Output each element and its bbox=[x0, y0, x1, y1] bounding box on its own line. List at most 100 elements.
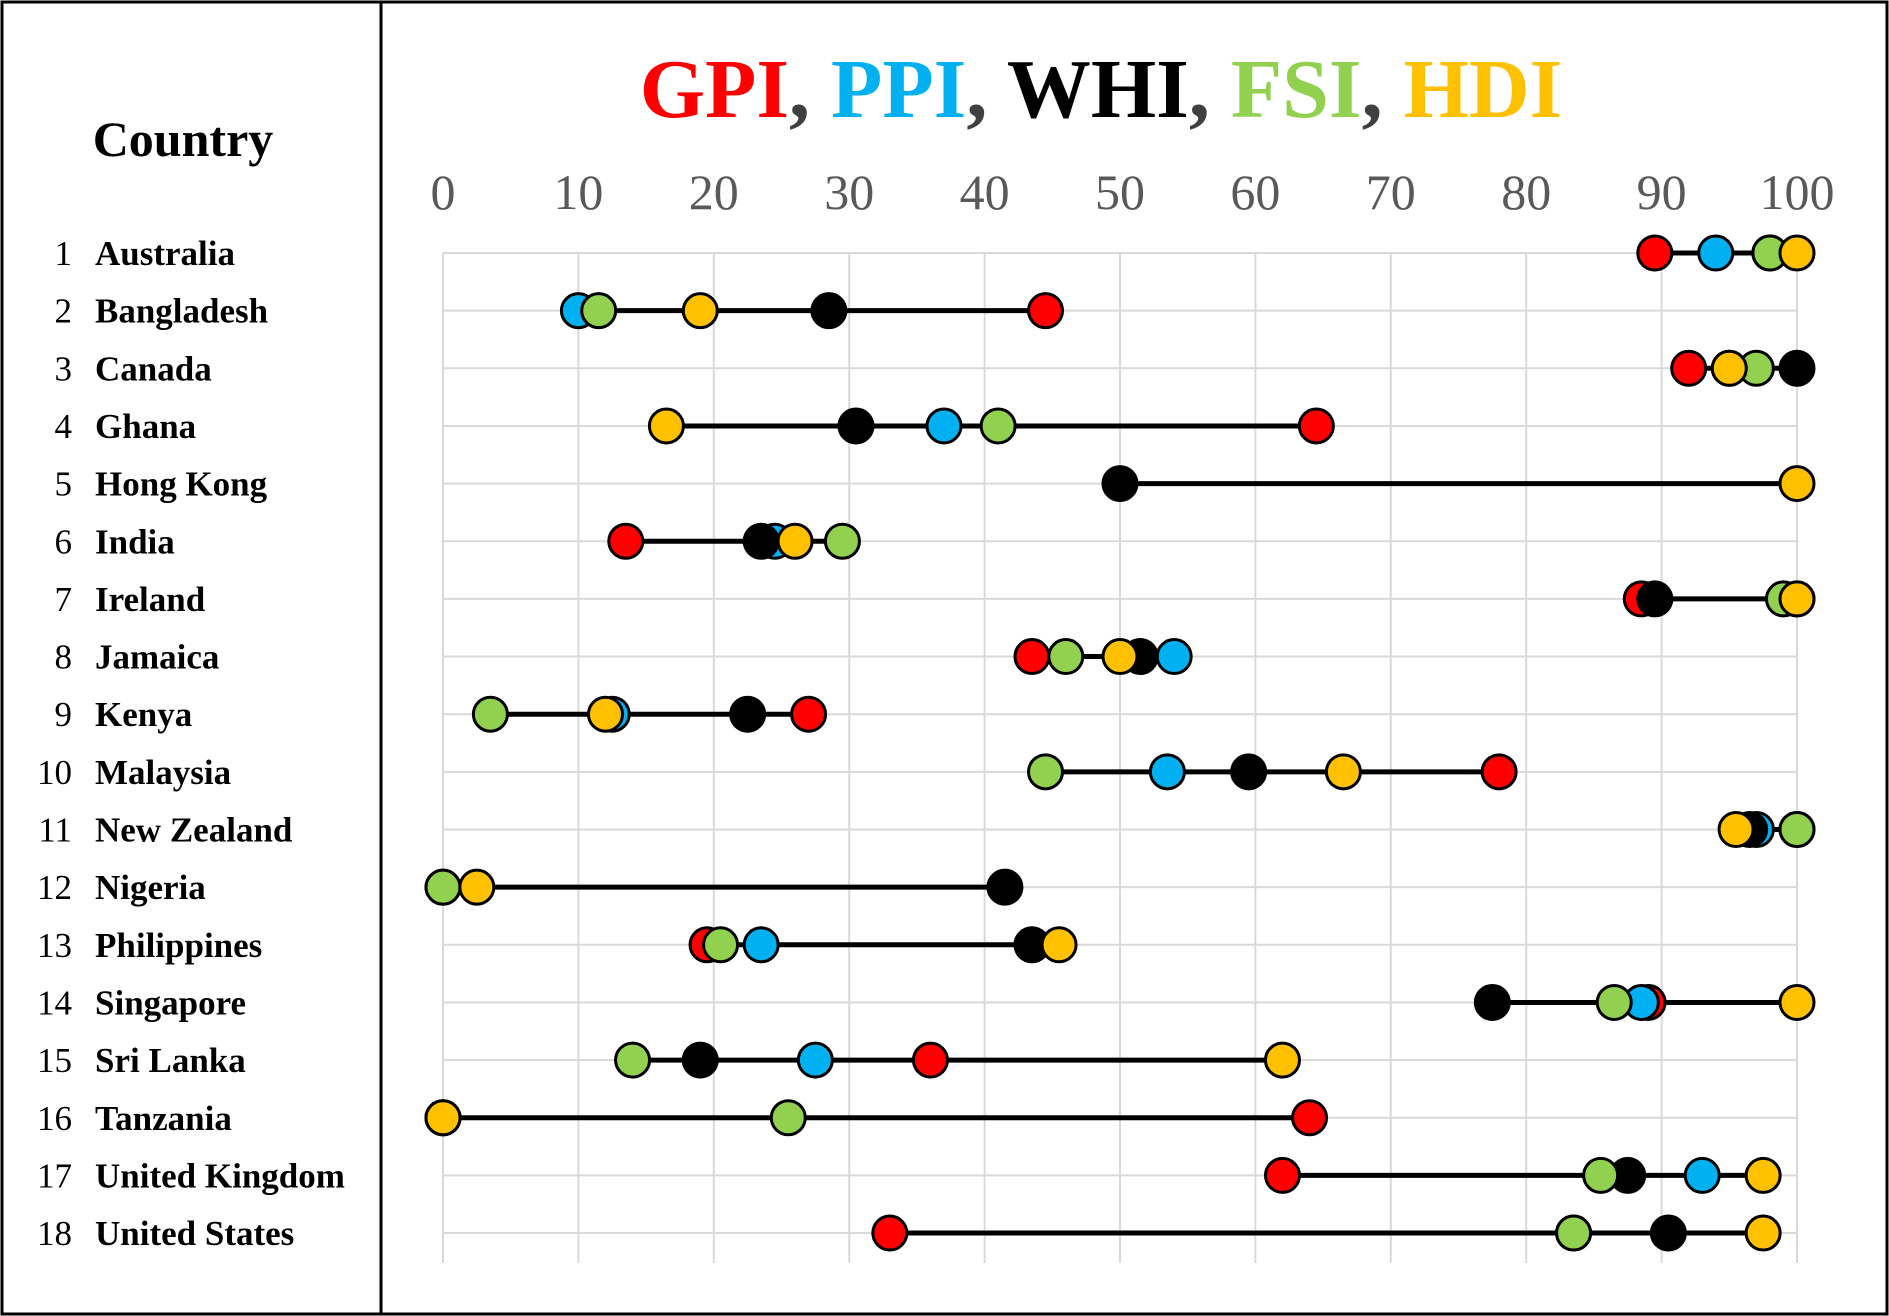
country-label: New Zealand bbox=[95, 811, 293, 850]
point-ppi bbox=[1155, 638, 1193, 676]
row-rank: 1 bbox=[55, 234, 73, 273]
point-gpi bbox=[1291, 1099, 1329, 1137]
country-label: Sri Lanka bbox=[95, 1041, 246, 1080]
point-hdi bbox=[1717, 811, 1755, 848]
title-part: GPI bbox=[640, 43, 789, 136]
x-tick-label: 0 bbox=[431, 164, 456, 220]
country-label: Singapore bbox=[95, 983, 246, 1022]
row-rank: 18 bbox=[37, 1214, 72, 1253]
point-whi bbox=[1473, 983, 1511, 1021]
x-tick-labels: 0 10 20 30 40 50 60 70 80 90 100 bbox=[431, 164, 1835, 220]
point-ppi bbox=[1148, 753, 1186, 791]
point-gpi bbox=[1670, 349, 1708, 387]
x-tick-label: 10 bbox=[553, 164, 603, 220]
country-label: Nigeria bbox=[95, 868, 206, 907]
data-marks bbox=[424, 234, 1816, 1252]
point-ppi bbox=[925, 407, 963, 445]
point-fsi bbox=[471, 695, 509, 733]
row-rank: 16 bbox=[37, 1099, 72, 1138]
point-hdi bbox=[1778, 234, 1816, 272]
point-hdi bbox=[681, 292, 719, 330]
title-part: , bbox=[1189, 43, 1231, 136]
point-fsi bbox=[424, 868, 462, 906]
row-rank: 9 bbox=[55, 695, 73, 734]
country-labels: 1 Australia 2 Bangladesh 3 Canada 4 Ghana 5 Hong … bbox=[37, 234, 345, 1253]
point-whi bbox=[1101, 465, 1139, 503]
point-ppi bbox=[1697, 234, 1735, 272]
point-hdi bbox=[647, 407, 685, 445]
point-hdi bbox=[424, 1099, 462, 1137]
x-tick-label: 80 bbox=[1501, 164, 1551, 220]
row-rank: 12 bbox=[37, 868, 72, 907]
point-hdi bbox=[1040, 926, 1078, 964]
point-gpi bbox=[790, 695, 828, 733]
x-tick-label: 90 bbox=[1637, 164, 1687, 220]
point-fsi bbox=[1047, 638, 1085, 676]
point-gpi bbox=[1013, 638, 1051, 676]
point-hdi bbox=[1324, 753, 1362, 791]
row-rank: 14 bbox=[37, 983, 72, 1022]
row-rank: 17 bbox=[37, 1156, 72, 1195]
point-whi bbox=[681, 1041, 719, 1079]
country-label: United States bbox=[95, 1214, 294, 1253]
point-whi bbox=[810, 292, 848, 330]
x-tick-label: 30 bbox=[824, 164, 874, 220]
x-tick-label: 50 bbox=[1095, 164, 1145, 220]
row-rank: 5 bbox=[55, 465, 73, 504]
point-hdi bbox=[1101, 638, 1139, 676]
point-whi bbox=[1778, 349, 1816, 387]
point-hdi bbox=[1744, 1156, 1782, 1194]
point-ppi bbox=[1683, 1156, 1721, 1194]
row-rank: 8 bbox=[55, 638, 73, 677]
point-fsi bbox=[580, 292, 618, 330]
title-part: HDI bbox=[1404, 43, 1563, 136]
point-gpi bbox=[871, 1214, 909, 1252]
x-tick-label: 20 bbox=[689, 164, 739, 220]
country-label: Tanzania bbox=[95, 1099, 232, 1138]
x-tick-label: 100 bbox=[1760, 164, 1835, 220]
point-hdi bbox=[458, 868, 496, 906]
x-tick-label: 60 bbox=[1230, 164, 1280, 220]
point-fsi bbox=[702, 926, 740, 964]
country-label: Malaysia bbox=[95, 753, 231, 792]
point-whi bbox=[837, 407, 875, 445]
row-rank: 15 bbox=[37, 1041, 72, 1080]
point-gpi bbox=[911, 1041, 949, 1079]
title-part: PPI bbox=[831, 43, 966, 136]
point-fsi bbox=[1778, 811, 1816, 848]
row-rank: 10 bbox=[37, 753, 72, 792]
point-gpi bbox=[607, 522, 645, 560]
row-rank: 7 bbox=[55, 580, 73, 619]
title-part: , bbox=[789, 43, 831, 136]
point-fsi bbox=[823, 522, 861, 560]
point-fsi bbox=[1582, 1156, 1620, 1194]
point-ppi bbox=[742, 926, 780, 964]
point-hdi bbox=[1778, 465, 1816, 503]
point-fsi bbox=[1555, 1214, 1593, 1252]
row-rank: 2 bbox=[55, 292, 73, 331]
point-hdi bbox=[586, 695, 624, 733]
point-gpi bbox=[1263, 1156, 1301, 1194]
country-column-header: Country bbox=[93, 111, 274, 167]
country-label: Philippines bbox=[95, 926, 262, 965]
point-ppi bbox=[796, 1041, 834, 1079]
title-part: , bbox=[1362, 43, 1404, 136]
point-fsi bbox=[769, 1099, 807, 1137]
row-rank: 11 bbox=[38, 811, 72, 850]
point-fsi bbox=[979, 407, 1017, 445]
x-tick-label: 70 bbox=[1366, 164, 1416, 220]
country-label: India bbox=[95, 522, 175, 561]
point-whi bbox=[1636, 580, 1674, 618]
point-hdi bbox=[1778, 580, 1816, 618]
row-rank: 3 bbox=[55, 349, 73, 388]
country-label: Kenya bbox=[95, 695, 192, 734]
point-fsi bbox=[614, 1041, 652, 1079]
point-gpi bbox=[1027, 292, 1065, 330]
point-whi bbox=[729, 695, 767, 733]
country-label: Jamaica bbox=[95, 638, 219, 677]
country-label: Bangladesh bbox=[95, 292, 268, 331]
point-whi bbox=[1649, 1214, 1687, 1252]
point-hdi bbox=[1744, 1214, 1782, 1252]
